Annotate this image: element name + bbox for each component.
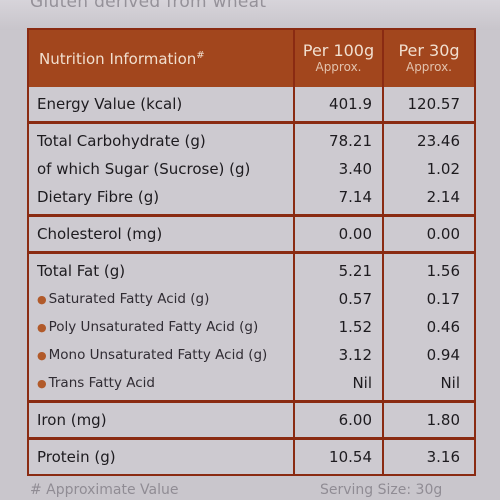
mono-unsaturated-fat-per-100g: 3.12 [338,346,372,364]
protein-label: Protein (g) [37,448,116,466]
trans-fat-per-100g: Nil [352,374,372,392]
bullet-icon: ● [37,377,47,390]
table-row-fats: Total Fat (g) ● Saturated Fatty Acid (g) … [28,252,475,402]
poly-unsaturated-fat-label: Poly Unsaturated Fatty Acid (g) [48,319,259,335]
poly-unsaturated-fat-per-100g: 1.52 [338,318,372,336]
total-fat-per-100g: 5.21 [338,262,372,280]
protein-per-100g: 10.54 [329,448,372,466]
total-fat-label: Total Fat (g) [37,262,126,280]
cholesterol-per-30g: 0.00 [426,225,460,243]
saturated-fat-per-100g: 0.57 [338,290,372,308]
energy-per-100g: 401.9 [329,95,372,113]
carbohydrate-per-100g: 78.21 [329,132,372,150]
cholesterol-label: Cholesterol (mg) [37,225,163,243]
bullet-icon: ● [37,293,47,306]
per-100g-header: Per 100g Approx. [293,29,383,87]
carbohydrate-per-30g: 23.46 [417,132,460,150]
table-header-row: Nutrition Information# Per 100g Approx. … [28,29,475,87]
fibre-label: Dietary Fibre (g) [37,188,160,206]
bullet-icon: ● [37,349,47,362]
carbohydrate-label: Total Carbohydrate (g) [37,132,206,150]
fibre-per-30g: 2.14 [426,188,460,206]
package-top-text: Gluten derived from wheat [30,0,267,12]
saturated-fat-label: Saturated Fatty Acid (g) [48,291,210,307]
bullet-icon: ● [37,321,47,334]
mono-unsaturated-fat-per-30g: 0.94 [426,346,460,364]
approximate-value-note: # Approximate Value [30,482,179,498]
table-row-carbohydrates: Total Carbohydrate (g) of which Sugar (S… [28,122,475,216]
trans-fat-per-30g: Nil [440,374,460,392]
fibre-per-100g: 7.14 [338,188,372,206]
mono-unsaturated-fat-label: Mono Unsaturated Fatty Acid (g) [48,347,268,363]
package-bottom-text: # Approximate Value Serving Size: 30g [30,482,490,498]
nutrition-info-title: Nutrition Information# [39,49,205,68]
cholesterol-per-100g: 0.00 [338,225,372,243]
package-top-strip: Gluten derived from wheat [0,0,500,30]
sugar-per-30g: 1.02 [426,160,460,178]
sugar-per-100g: 3.40 [338,160,372,178]
total-fat-per-30g: 1.56 [426,262,460,280]
table-row-protein: Protein (g) 10.54 3.16 [28,438,475,475]
per-30g-header: Per 30g Approx. [382,29,475,87]
iron-per-100g: 6.00 [338,411,372,429]
table-row-iron: Iron (mg) 6.00 1.80 [28,401,475,439]
sugar-label: of which Sugar (Sucrose) (g) [37,160,251,178]
energy-per-30g: 120.57 [407,95,461,113]
table-row-cholesterol: Cholesterol (mg) 0.00 0.00 [28,215,475,253]
protein-per-30g: 3.16 [426,448,460,466]
serving-size-note: Serving Size: 30g [320,482,443,498]
poly-unsaturated-fat-per-30g: 0.46 [426,318,460,336]
trans-fat-label: Trans Fatty Acid [48,375,155,391]
table-row-energy: Energy Value (kcal) 401.9 120.57 [28,87,475,123]
saturated-fat-per-30g: 0.17 [426,290,460,308]
nutrition-table: Nutrition Information# Per 100g Approx. … [27,28,476,476]
iron-label: Iron (mg) [37,411,107,429]
energy-label: Energy Value (kcal) [37,95,183,113]
iron-per-30g: 1.80 [426,411,460,429]
